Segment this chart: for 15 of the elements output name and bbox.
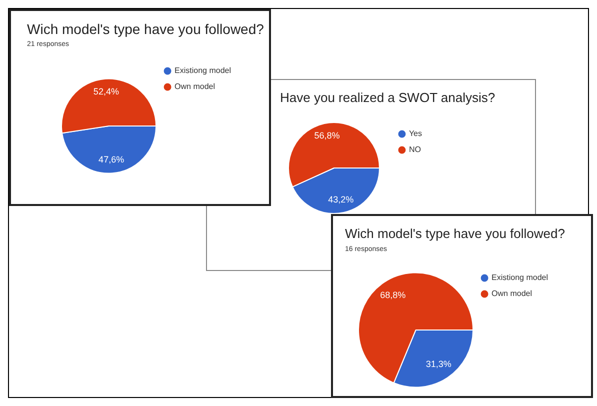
chart-title: Wich model's type have you followed? [345,226,565,241]
data-label: 68,8% [380,290,406,300]
legend-label: Existiong model [174,66,232,76]
chart-title: Have you realized a SWOT analysis? [280,90,496,105]
legend-label: Existiong model [492,273,548,282]
legend-label: NO [408,145,421,154]
legend-label: Own model [174,82,216,92]
data-label: 31,3% [426,358,452,369]
data-label: 43,2% [328,194,354,204]
chart-title: Wich model's type have you followed? [27,21,264,37]
data-label: 47,6% [98,154,124,164]
data-label: 52,4% [93,86,119,97]
legend-label: Own model [492,289,532,298]
legend-label: Yes [408,129,422,138]
data-label: 56,8% [314,130,340,140]
